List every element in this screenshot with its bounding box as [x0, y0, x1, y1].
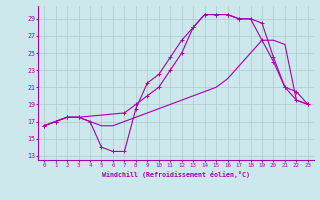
X-axis label: Windchill (Refroidissement éolien,°C): Windchill (Refroidissement éolien,°C): [102, 171, 250, 178]
